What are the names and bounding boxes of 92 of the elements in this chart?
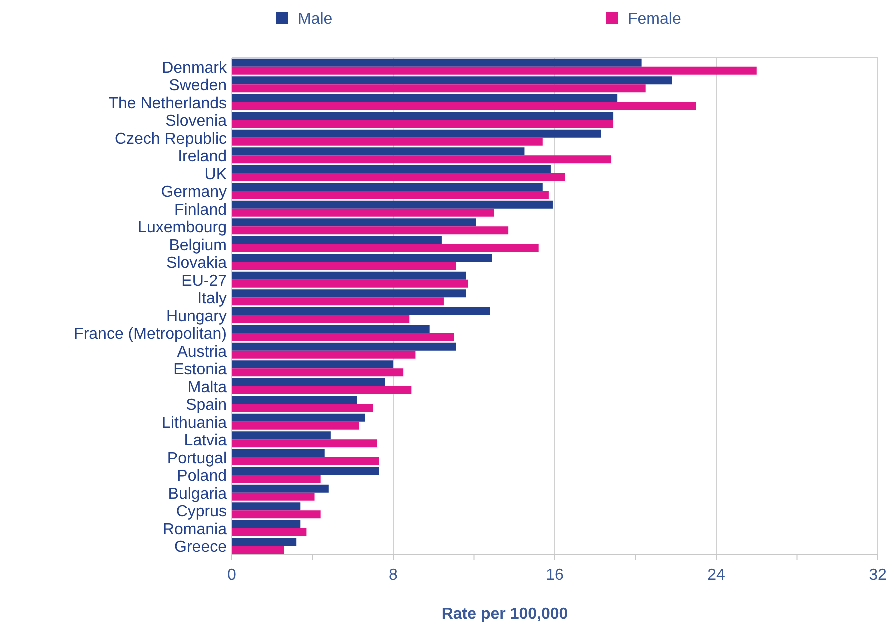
y-tick-label: UK bbox=[204, 166, 228, 184]
bar bbox=[232, 262, 456, 270]
bar bbox=[232, 254, 492, 262]
bar bbox=[232, 404, 374, 412]
bar bbox=[232, 76, 672, 85]
bar bbox=[232, 414, 366, 422]
bar bbox=[232, 350, 416, 359]
x-tick-label: 24 bbox=[708, 567, 726, 584]
y-tick-label: Cyprus bbox=[176, 504, 227, 521]
y-tick-label: Spain bbox=[186, 397, 227, 414]
x-tick-label: 32 bbox=[869, 567, 887, 584]
bar bbox=[232, 244, 539, 252]
y-tick-label: Latvia bbox=[184, 432, 228, 450]
bar bbox=[232, 84, 646, 93]
y-tick-label: The Netherlands bbox=[108, 95, 227, 112]
bar bbox=[232, 520, 301, 528]
bar bbox=[232, 236, 442, 244]
y-tick-label: Ireland bbox=[178, 148, 227, 166]
y-tick-label: Slovakia bbox=[166, 255, 228, 272]
bar bbox=[232, 378, 386, 386]
y-tick-label: Denmark bbox=[162, 60, 228, 77]
y-tick-label: Estonia bbox=[174, 362, 228, 379]
bar bbox=[232, 298, 444, 306]
bar bbox=[232, 280, 468, 288]
y-tick-label: Austria bbox=[177, 344, 228, 361]
legend-label: Male bbox=[298, 11, 333, 28]
bar bbox=[232, 218, 476, 227]
bar bbox=[232, 112, 614, 120]
x-tick-label: 0 bbox=[228, 567, 237, 584]
bar bbox=[232, 102, 696, 110]
bar bbox=[232, 484, 329, 493]
y-tick-label: Portugal bbox=[167, 450, 227, 468]
bar bbox=[232, 528, 307, 536]
y-tick-label: Greece bbox=[174, 539, 228, 556]
y-tick-label: Italy bbox=[198, 290, 227, 308]
y-tick-label: Sweden bbox=[169, 78, 227, 95]
y-tick-label: Poland bbox=[177, 468, 227, 486]
bar bbox=[232, 173, 566, 182]
bar bbox=[232, 492, 315, 501]
bar bbox=[232, 183, 543, 192]
bar bbox=[232, 360, 394, 369]
bar bbox=[232, 226, 509, 235]
bar bbox=[232, 449, 325, 458]
bar bbox=[232, 467, 380, 476]
x-tick-label: 8 bbox=[389, 567, 398, 584]
bar bbox=[232, 272, 466, 280]
y-tick-label: Malta bbox=[188, 379, 228, 396]
bar bbox=[232, 148, 525, 156]
bar bbox=[232, 333, 454, 342]
y-tick-label: France (Metropolitan) bbox=[74, 326, 227, 344]
bar bbox=[232, 138, 543, 146]
bar bbox=[232, 94, 618, 102]
y-tick-label: Slovenia bbox=[166, 113, 228, 130]
y-tick-label: Finland bbox=[174, 202, 227, 219]
y-tick-label: Hungary bbox=[166, 308, 227, 326]
bar bbox=[232, 457, 380, 466]
bar bbox=[232, 191, 549, 200]
bar bbox=[232, 120, 614, 128]
bar bbox=[232, 156, 612, 164]
bar bbox=[232, 342, 456, 351]
bar bbox=[232, 475, 321, 484]
bar bbox=[232, 422, 360, 430]
legend-label: Female bbox=[628, 11, 682, 28]
bar bbox=[232, 58, 642, 67]
y-tick-label: Lithuania bbox=[162, 414, 228, 432]
bar bbox=[232, 66, 757, 75]
bar bbox=[232, 396, 358, 404]
x-axis-title: Rate per 100,000 bbox=[442, 606, 568, 623]
bar bbox=[232, 432, 331, 440]
bar bbox=[232, 546, 284, 554]
bar bbox=[232, 510, 321, 519]
x-tick-label: 16 bbox=[546, 567, 564, 584]
bar bbox=[232, 368, 404, 377]
y-tick-label: Romania bbox=[162, 521, 228, 538]
bar bbox=[232, 290, 466, 298]
bar bbox=[232, 307, 490, 316]
y-tick-label: Germany bbox=[161, 184, 227, 202]
bar bbox=[232, 325, 430, 334]
bar bbox=[232, 200, 553, 209]
y-tick-label: Luxembourg bbox=[138, 220, 227, 237]
bar bbox=[232, 440, 378, 448]
y-tick-label: Bulgaria bbox=[168, 486, 228, 503]
bar bbox=[232, 315, 410, 324]
y-tick-label: Czech Republic bbox=[114, 130, 227, 148]
y-tick-label: Belgium bbox=[169, 237, 227, 254]
y-tick-label: EU-27 bbox=[182, 272, 228, 290]
bar bbox=[232, 538, 297, 546]
bar bbox=[232, 165, 551, 174]
bar bbox=[232, 208, 494, 217]
bar bbox=[232, 386, 412, 394]
bar bbox=[232, 130, 602, 138]
bar bbox=[232, 502, 301, 511]
